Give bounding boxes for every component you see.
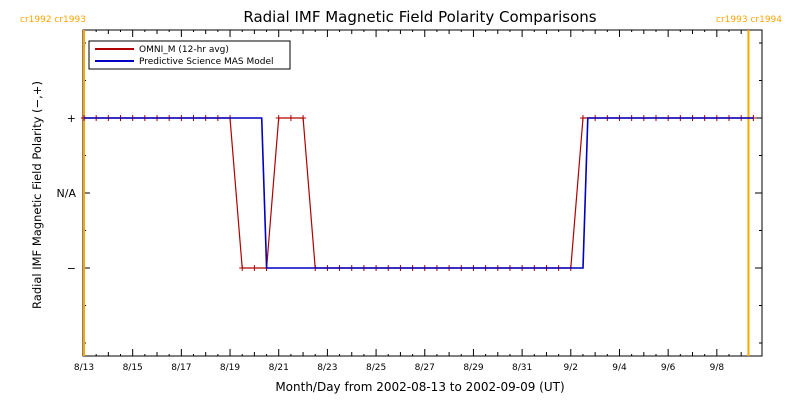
- x-tick-label: 8/25: [366, 363, 386, 373]
- y-tick-label: −: [67, 262, 76, 275]
- legend: OMNI_M (12-hr avg) Predictive Science MA…: [88, 40, 291, 70]
- data-point-plus: [579, 115, 586, 121]
- carrington-label-right: cr1993 cr1994: [716, 15, 782, 25]
- plot-frame: [82, 29, 763, 357]
- x-tick-label: 8/27: [415, 363, 435, 373]
- chart-title: Radial IMF Magnetic Field Polarity Compa…: [243, 8, 596, 26]
- x-tick-label: 8/13: [74, 363, 94, 373]
- data-point-plus: [239, 265, 246, 271]
- y-tick-labels: + N/A −: [57, 112, 77, 275]
- legend-label-mas: Predictive Science MAS Model: [139, 57, 274, 67]
- x-tick-labels: 8/13 8/15 8/17 8/19 8/21 8/23 8/25 8/27 8/29 8/31…: [74, 363, 724, 373]
- x-tick-label: 8/23: [317, 363, 337, 373]
- x-tick-label: 9/2: [564, 363, 578, 373]
- x-tick-label: 8/29: [463, 363, 483, 373]
- x-tick-label: 8/31: [512, 363, 532, 373]
- series-line-omni: [84, 117, 754, 269]
- carrington-label-left: cr1992 cr1993: [20, 15, 86, 25]
- series-layer: [81, 115, 757, 271]
- legend-label-omni: OMNI_M (12-hr avg): [139, 45, 229, 55]
- carrington-lines: [83, 30, 750, 356]
- axis-ticks: [83, 30, 762, 356]
- legend-box: [88, 40, 291, 70]
- series-line-mas: [84, 117, 754, 269]
- x-tick-label: 9/4: [612, 363, 627, 373]
- data-point-plus: [287, 115, 294, 121]
- data-point-plus: [251, 265, 258, 271]
- x-tick-label: 8/21: [269, 363, 289, 373]
- y-axis-label: Radial IMF Magnetic Field Polarity (−,+): [30, 81, 44, 309]
- x-tick-label: 9/6: [661, 363, 676, 373]
- data-point-plus: [300, 115, 307, 121]
- x-tick-label: 8/15: [123, 363, 143, 373]
- y-tick-label: +: [67, 112, 76, 125]
- x-tick-label: 8/17: [171, 363, 191, 373]
- x-tick-label: 8/19: [220, 363, 240, 373]
- x-axis-label: Month/Day from 2002-08-13 to 2002-09-09 …: [275, 380, 564, 394]
- x-tick-label: 9/8: [710, 363, 725, 373]
- y-tick-label: N/A: [57, 187, 77, 200]
- data-point-plus: [275, 115, 282, 121]
